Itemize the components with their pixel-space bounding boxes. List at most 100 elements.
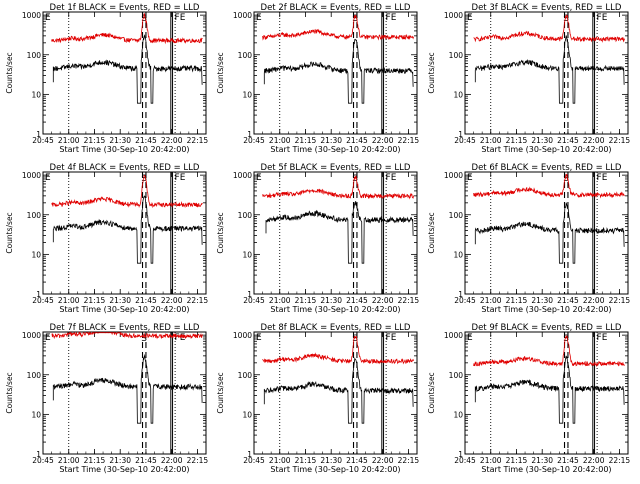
- plot-frame: [464, 331, 629, 455]
- x-axis-label: Start Time (30-Sep-10 20:42:00): [59, 305, 189, 314]
- panel-det-6: Det 6f BLACK = Events, RED = LLD 1 10 100 10…: [427, 163, 630, 314]
- y-tick-label: 1000: [444, 331, 463, 340]
- x-axis-label: Start Time (30-Sep-10 20:42:00): [270, 465, 400, 474]
- x-tick-label: 21:45: [135, 296, 157, 305]
- y-axis-label: Counts/sec: [427, 372, 436, 413]
- y-tick-label: 10: [242, 410, 252, 419]
- y-axis-label: Counts/sec: [5, 212, 14, 253]
- x-tick-label: 22:00: [161, 296, 183, 305]
- y-tick-label: 10: [453, 90, 463, 99]
- x-tick-label: 20:45: [454, 456, 476, 465]
- x-tick-label: 21:45: [135, 456, 157, 465]
- marker-label-left: E: [45, 13, 51, 23]
- y-tick-label: 100: [449, 51, 464, 60]
- x-tick-label: 21:15: [84, 456, 106, 465]
- y-tick-label: 1000: [22, 11, 41, 20]
- events-series-line: [52, 34, 203, 104]
- events-series-line: [52, 353, 203, 424]
- panel-det-7: Det 7f BLACK = Events, RED = LLD 1 10 100 10…: [5, 323, 208, 474]
- x-tick-label: 20:45: [454, 136, 476, 145]
- y-tick-label: 1000: [233, 11, 252, 20]
- lld-series-line: [473, 334, 625, 368]
- events-series-line: [52, 195, 203, 264]
- events-series-line: [474, 35, 625, 104]
- y-axis-label: Counts/sec: [427, 52, 436, 93]
- x-tick-label: 21:15: [506, 456, 528, 465]
- marker-label-left: E: [256, 173, 262, 183]
- events-series-line: [263, 357, 414, 424]
- panel-title: Det 5f BLACK = Events, RED = LLD: [261, 163, 411, 173]
- x-tick-label: 20:45: [243, 296, 265, 305]
- marker-label-left: E: [467, 333, 473, 343]
- panel-title: Det 7f BLACK = Events, RED = LLD: [50, 323, 200, 333]
- x-axis-label: Start Time (30-Sep-10 20:42:00): [270, 305, 400, 314]
- x-tick-label: 21:45: [557, 456, 579, 465]
- x-axis-label: Start Time (30-Sep-10 20:42:00): [481, 305, 611, 314]
- x-tick-label: 22:15: [187, 136, 209, 145]
- lld-series-line: [51, 174, 203, 209]
- y-tick-label: 100: [238, 211, 253, 220]
- x-tick-label: 21:30: [531, 136, 553, 145]
- y-tick-label: 10: [453, 250, 463, 259]
- y-tick-label: 1: [36, 450, 41, 459]
- x-tick-label: 22:15: [609, 136, 631, 145]
- y-tick-label: 1000: [444, 171, 463, 180]
- x-tick-label: 21:30: [109, 296, 131, 305]
- x-tick-label: 21:00: [269, 456, 291, 465]
- x-tick-label: 22:00: [161, 456, 183, 465]
- x-tick-label: 21:00: [480, 456, 502, 465]
- y-axis-label: Counts/sec: [427, 212, 436, 253]
- marker-label-flare: S: [563, 334, 569, 344]
- y-tick-label: 1: [458, 290, 463, 299]
- y-tick-label: 10: [242, 90, 252, 99]
- x-tick-label: 22:00: [372, 456, 394, 465]
- marker-label-right: FE: [597, 333, 608, 343]
- x-tick-label: 21:45: [346, 136, 368, 145]
- x-tick-label: 22:00: [583, 296, 605, 305]
- x-tick-label: 20:45: [32, 136, 54, 145]
- x-tick-label: 21:15: [84, 296, 106, 305]
- y-tick-label: 100: [449, 211, 464, 220]
- marker-label-left: E: [467, 173, 473, 183]
- events-series-line: [265, 200, 414, 264]
- x-tick-label: 21:45: [557, 136, 579, 145]
- x-tick-label: 21:30: [320, 456, 342, 465]
- x-tick-label: 21:30: [320, 296, 342, 305]
- events-series-line: [263, 38, 414, 104]
- plot-frame: [253, 331, 418, 455]
- y-tick-label: 1: [36, 290, 41, 299]
- y-tick-label: 1: [247, 290, 252, 299]
- panel-title: Det 9f BLACK = Events, RED = LLD: [472, 323, 622, 333]
- panel-title: Det 1f BLACK = Events, RED = LLD: [50, 3, 200, 13]
- marker-label-flare: S: [563, 14, 569, 24]
- y-tick-label: 1000: [22, 171, 41, 180]
- marker-label-left: E: [256, 13, 262, 23]
- events-series-line: [474, 202, 625, 264]
- x-axis-label: Start Time (30-Sep-10 20:42:00): [481, 145, 611, 154]
- plot-frame: [253, 11, 418, 135]
- marker-label-left: E: [467, 13, 473, 23]
- y-tick-label: 100: [449, 371, 464, 380]
- plot-frame: [42, 171, 207, 295]
- x-tick-label: 21:15: [506, 136, 528, 145]
- y-tick-label: 10: [453, 410, 463, 419]
- y-tick-label: 1000: [444, 11, 463, 20]
- x-axis-label: Start Time (30-Sep-10 20:42:00): [59, 145, 189, 154]
- x-tick-label: 21:45: [557, 296, 579, 305]
- y-tick-label: 10: [31, 90, 41, 99]
- panel-det-4: Det 4f BLACK = Events, RED = LLD 1 10 100 10…: [5, 163, 208, 314]
- x-tick-label: 22:00: [372, 296, 394, 305]
- marker-label-right: FE: [175, 333, 186, 343]
- y-tick-label: 10: [242, 250, 252, 259]
- panel-det-9: Det 9f BLACK = Events, RED = LLD 1 10 100 10…: [427, 323, 630, 474]
- plot-frame: [464, 171, 629, 295]
- x-tick-label: 22:00: [583, 456, 605, 465]
- y-tick-label: 1: [247, 130, 252, 139]
- events-series-line: [474, 355, 625, 424]
- lld-series-line: [51, 13, 203, 45]
- x-tick-label: 22:00: [161, 136, 183, 145]
- x-tick-label: 21:30: [531, 296, 553, 305]
- x-tick-label: 21:00: [269, 136, 291, 145]
